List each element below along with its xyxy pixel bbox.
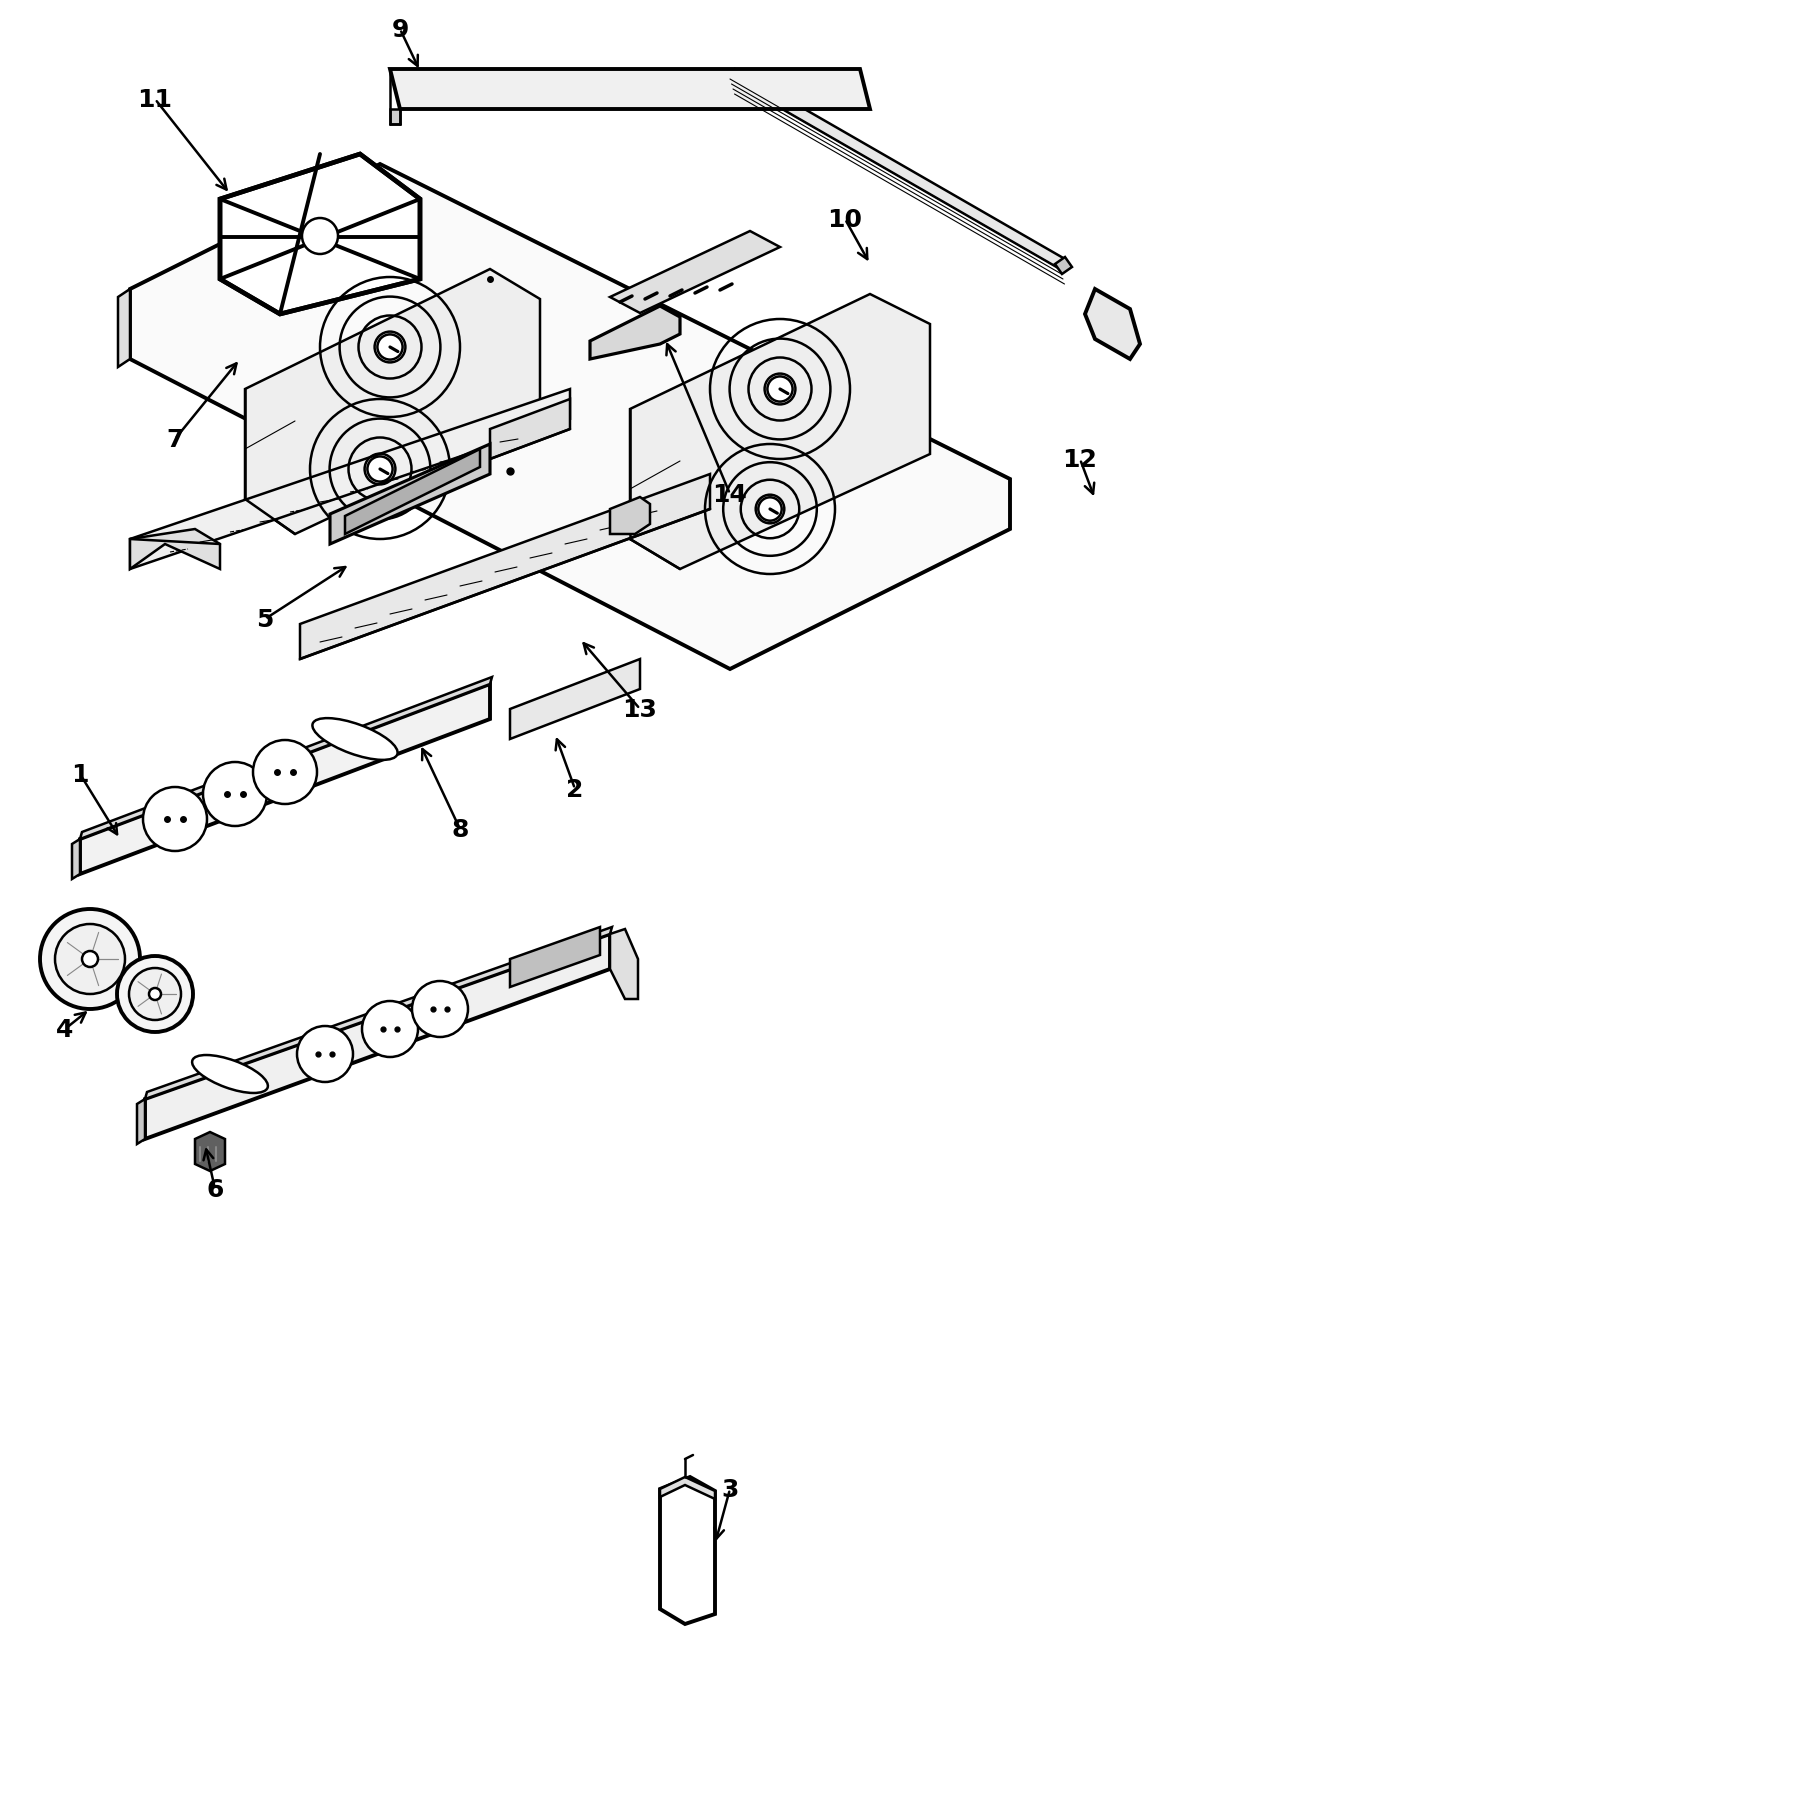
- Text: 5: 5: [256, 608, 273, 632]
- Circle shape: [82, 951, 98, 967]
- Polygon shape: [729, 70, 1064, 271]
- Text: 10: 10: [828, 208, 862, 231]
- Text: 13: 13: [622, 697, 657, 722]
- Text: 4: 4: [56, 1018, 75, 1041]
- Ellipse shape: [313, 718, 398, 760]
- Polygon shape: [300, 475, 709, 659]
- Text: 8: 8: [451, 818, 469, 841]
- Circle shape: [411, 982, 467, 1038]
- Text: 7: 7: [166, 428, 184, 451]
- Circle shape: [116, 957, 193, 1032]
- Circle shape: [367, 457, 393, 482]
- Polygon shape: [80, 677, 491, 839]
- Polygon shape: [73, 839, 80, 879]
- Text: 12: 12: [1062, 448, 1097, 471]
- Circle shape: [768, 377, 793, 403]
- Polygon shape: [146, 935, 609, 1139]
- Text: 3: 3: [722, 1476, 739, 1502]
- Circle shape: [204, 762, 267, 827]
- Polygon shape: [629, 294, 930, 570]
- Polygon shape: [609, 930, 638, 1000]
- Polygon shape: [136, 1099, 146, 1144]
- Polygon shape: [509, 928, 600, 987]
- Polygon shape: [346, 449, 480, 534]
- Text: 14: 14: [713, 482, 748, 507]
- Circle shape: [55, 924, 126, 995]
- Polygon shape: [609, 231, 780, 314]
- Circle shape: [149, 989, 162, 1000]
- Circle shape: [296, 1027, 353, 1083]
- Polygon shape: [389, 110, 400, 125]
- Circle shape: [40, 910, 140, 1009]
- Text: 6: 6: [206, 1177, 224, 1202]
- Ellipse shape: [193, 1056, 267, 1094]
- Text: 11: 11: [138, 88, 173, 112]
- Polygon shape: [329, 444, 489, 545]
- Circle shape: [144, 787, 207, 852]
- Polygon shape: [1084, 291, 1141, 359]
- Polygon shape: [80, 684, 489, 874]
- Circle shape: [129, 969, 182, 1020]
- Polygon shape: [118, 291, 129, 368]
- Polygon shape: [509, 659, 640, 740]
- Text: 9: 9: [391, 18, 409, 42]
- Polygon shape: [220, 155, 420, 314]
- Polygon shape: [1055, 258, 1071, 274]
- Circle shape: [253, 740, 317, 805]
- Polygon shape: [129, 529, 220, 570]
- Polygon shape: [129, 390, 569, 570]
- Circle shape: [759, 498, 782, 522]
- Polygon shape: [129, 164, 1010, 670]
- Circle shape: [377, 336, 402, 361]
- Polygon shape: [489, 399, 569, 460]
- Polygon shape: [660, 1476, 715, 1625]
- Polygon shape: [609, 498, 649, 534]
- Polygon shape: [589, 307, 680, 359]
- Polygon shape: [389, 70, 869, 110]
- Polygon shape: [660, 1476, 715, 1500]
- Circle shape: [302, 218, 338, 255]
- Text: 2: 2: [566, 778, 584, 801]
- Polygon shape: [146, 928, 611, 1099]
- Polygon shape: [246, 271, 540, 534]
- Circle shape: [362, 1002, 418, 1058]
- Text: 1: 1: [71, 762, 89, 787]
- Polygon shape: [195, 1132, 226, 1171]
